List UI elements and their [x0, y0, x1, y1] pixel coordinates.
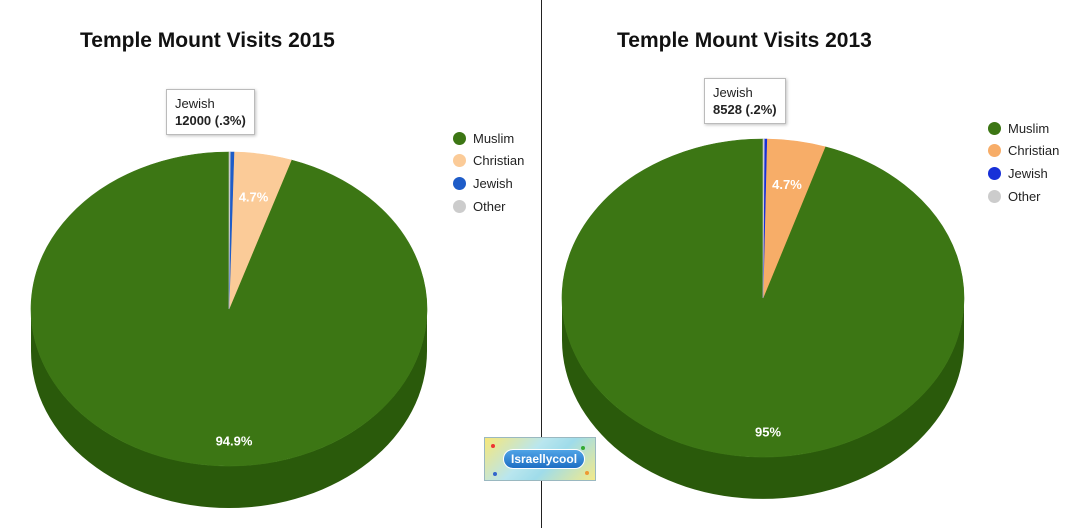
legend-swatch — [453, 131, 466, 145]
legend-swatch — [988, 189, 1001, 203]
slice-label-christian: 4.7% — [239, 190, 269, 205]
pie-side-muslim — [31, 309, 427, 508]
tooltip-jewish-2013: Jewish 8528 (.2%) — [704, 78, 786, 124]
legend-swatch — [453, 154, 466, 168]
legend-swatch — [453, 176, 466, 190]
pie-slice-other[interactable] — [228, 151, 231, 310]
legend-swatch — [988, 166, 1001, 180]
legend-label: Jewish — [473, 175, 513, 191]
panel-divider — [541, 0, 542, 528]
legend-2013: Muslim Christian Jewish Other — [988, 117, 1059, 207]
legend-item-christian[interactable]: Christian — [988, 140, 1059, 163]
legend-label: Other — [473, 198, 506, 214]
legend-label: Christian — [1008, 143, 1060, 159]
legend-label: Other — [1008, 188, 1041, 204]
legend-label: Christian — [473, 153, 525, 169]
pie-side-muslim — [562, 298, 964, 499]
legend-item-other[interactable]: Other — [453, 195, 524, 218]
slice-label-christian: 4.7% — [772, 177, 802, 192]
legend-item-muslim[interactable]: Muslim — [453, 127, 524, 150]
legend-item-christian[interactable]: Christian — [453, 150, 524, 173]
tooltip-jewish-2015: Jewish 12000 (.3%) — [166, 89, 255, 135]
legend-item-jewish[interactable]: Jewish — [453, 172, 524, 195]
legend-swatch — [988, 121, 1001, 135]
tooltip-category: Jewish — [713, 85, 753, 100]
chart-title-2013: Temple Mount Visits 2013 — [617, 29, 872, 52]
legend-swatch — [988, 144, 1001, 158]
tooltip-value: 8528 (.2%) — [713, 102, 777, 117]
legend-label: Muslim — [1008, 120, 1050, 136]
watermark-logo[interactable]: Israellycool — [484, 437, 596, 481]
legend-item-other[interactable]: Other — [988, 185, 1059, 208]
chart-title-2015: Temple Mount Visits 2015 — [80, 29, 335, 52]
watermark-text: Israellycool — [503, 449, 586, 469]
slice-label-muslim: 95% — [755, 424, 781, 439]
slice-label-muslim: 94.9% — [216, 434, 253, 449]
legend-swatch — [453, 199, 466, 213]
legend-label: Muslim — [473, 130, 515, 146]
legend-item-muslim[interactable]: Muslim — [988, 117, 1059, 140]
pie-slice-other[interactable] — [762, 138, 765, 299]
legend-label: Jewish — [1008, 165, 1048, 181]
tooltip-value: 12000 (.3%) — [175, 113, 246, 128]
legend-2015: Muslim Christian Jewish Other — [453, 127, 524, 217]
pie-chart-2015: 94.9% 4.7% — [30, 151, 428, 508]
legend-item-jewish[interactable]: Jewish — [988, 162, 1059, 185]
tooltip-category: Jewish — [175, 96, 215, 111]
